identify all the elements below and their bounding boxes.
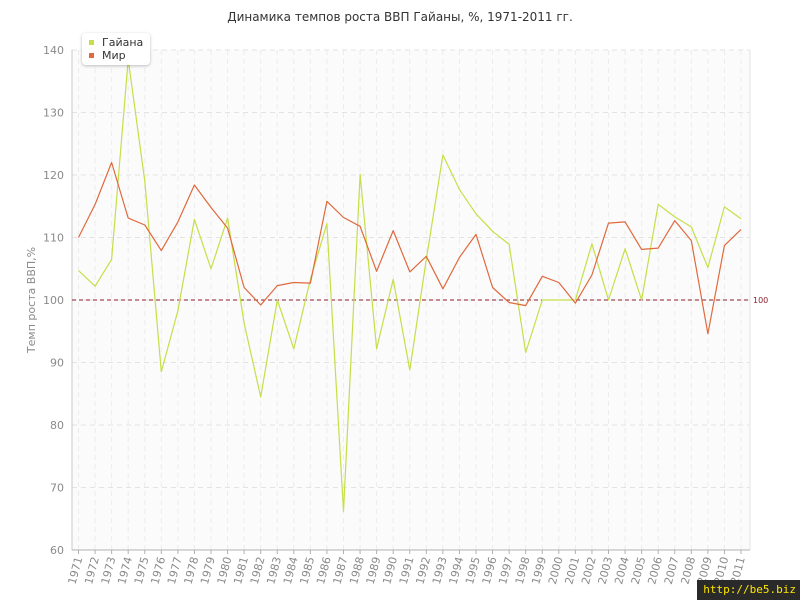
y-tick-label: 130 [43,107,64,120]
y-tick-label: 80 [50,419,64,432]
legend-swatch-world [89,52,94,58]
reference-line-label: 100 [753,296,768,305]
series-line-world [77,161,742,335]
chart-title: Динамика темпов роста ВВП Гайаны, %, 197… [227,10,573,24]
watermark-link[interactable]: http://be5.biz [697,580,800,600]
legend-swatch-guyana [89,39,94,45]
legend-label-world: Мир [102,49,126,62]
y-tick-label: 140 [43,44,64,57]
y-tick-label: 110 [43,232,64,245]
series-line-guyana [78,58,742,512]
y-tick-label: 100 [43,294,64,307]
y-tick-label: 70 [50,482,64,495]
legend-item-world: Мир [89,49,126,63]
y-tick-label: 90 [50,357,64,370]
y-tick-label: 120 [43,169,64,182]
legend-item-guyana: Гайана [89,36,143,50]
y-axis-label: Темп роста ВВП,% [25,247,38,354]
legend-label-guyana: Гайана [102,36,144,49]
y-tick-label: 60 [50,544,64,557]
legend: Гайана Мир [82,33,150,65]
